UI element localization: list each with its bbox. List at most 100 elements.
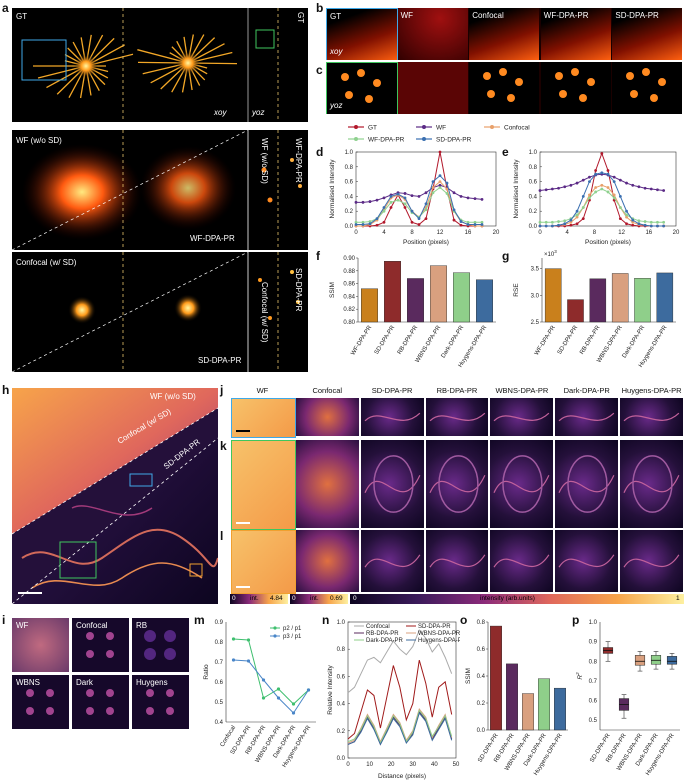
i-dot	[26, 707, 34, 715]
y-axis-label: Relative Intensity	[327, 665, 334, 715]
panel-label-c: c	[316, 63, 323, 77]
point	[382, 206, 386, 209]
bar-sd-dpa-pr	[567, 299, 584, 323]
c-dot	[626, 72, 635, 80]
l-tile	[555, 530, 619, 592]
y-tick: 1.0	[345, 150, 354, 156]
i-dot	[144, 648, 156, 660]
j-row	[230, 398, 684, 438]
point	[637, 222, 641, 226]
l-tile	[490, 530, 554, 592]
chart-d: 0.0 0.2 0.4 0.6 0.8 1.0 0 4 8 12 16 20 Position (pix…	[329, 150, 500, 246]
b-tile-header: WF	[400, 11, 414, 20]
k-row	[230, 440, 684, 530]
j-header: Dark-DPA-PR	[563, 386, 610, 395]
i-dot	[86, 689, 94, 697]
y-tick: 0.0	[337, 756, 346, 762]
legend-item-gt: GT	[368, 125, 377, 132]
i-dot	[106, 650, 114, 658]
c-dot	[487, 90, 496, 98]
j-tile	[360, 398, 424, 436]
y-tick: 0.0	[529, 224, 538, 230]
x-category: Dark-DPA-PR	[441, 324, 466, 359]
y-tick: 0.8	[345, 165, 354, 171]
h-render	[12, 388, 218, 604]
structure-curve	[364, 412, 420, 422]
point	[246, 638, 251, 642]
point	[445, 181, 449, 185]
point	[563, 222, 567, 226]
point	[354, 220, 358, 224]
legend-marker	[354, 137, 358, 141]
panel-label-o: o	[460, 613, 468, 627]
point	[375, 198, 379, 202]
panel-label-n: n	[322, 613, 330, 627]
point	[306, 688, 311, 692]
y-tick: 0.5	[589, 718, 598, 724]
x-tick: 8	[593, 230, 597, 236]
label-sd-dpa-pr: SD-DPA-PR	[198, 356, 242, 365]
tile-structure	[429, 554, 485, 568]
panel-h-image: WF (w/o SD) Confocal (w/ SD) SD-DPA-PR	[12, 388, 218, 604]
panel-label-k: k	[220, 439, 227, 453]
series-rb-dpa-pr	[347, 710, 453, 746]
y-tick: 0.84	[343, 294, 355, 300]
x-tick: 0	[538, 230, 542, 236]
b-tile: Confocal	[469, 8, 540, 60]
bar-huygens-dpa-pr	[656, 272, 674, 323]
c-dot	[578, 94, 587, 102]
c-dot	[586, 78, 595, 86]
point	[452, 218, 456, 222]
chart-e: 0.0 0.2 0.4 0.6 0.8 1.0 0 4 8 12 16 20 Position (pix…	[513, 150, 680, 246]
x-category: SD-DPA-PR	[374, 324, 397, 355]
point	[431, 186, 435, 189]
point	[445, 187, 449, 191]
point	[368, 220, 372, 223]
i-tile: Huygens	[132, 675, 189, 729]
c-dot	[345, 91, 353, 99]
point	[473, 220, 477, 224]
i-dot	[86, 632, 94, 640]
point	[631, 218, 635, 222]
j-tile	[425, 398, 489, 436]
y-tick: 0.6	[337, 674, 346, 680]
x-category: RB-DPA-PR	[397, 324, 420, 355]
label-sd-side: SD-DPA-PR	[294, 268, 303, 312]
box-huygens-dpa-pr	[666, 656, 678, 665]
b-tile-header: SD-DPA-PR	[615, 11, 659, 20]
structure-curve	[493, 554, 550, 568]
chart-p: 0.50.60.70.80.91.0SD-DPA-PRRB-DPA-PRWBNS…	[575, 620, 680, 777]
panel-label-e: e	[502, 145, 509, 159]
axis-exponent-power: 3	[554, 250, 557, 254]
panel-label-l: l	[220, 529, 224, 543]
chart-o: 0.00.20.40.60.8SD-DPA-PRRB-DPA-PRWBNS-DP…	[465, 620, 568, 777]
k-tile	[231, 440, 296, 530]
point	[396, 198, 400, 202]
y-tick: 0.4	[345, 194, 354, 200]
point	[557, 220, 560, 223]
gt-xoy-render	[21, 8, 279, 122]
series-confocal	[540, 184, 664, 227]
point	[417, 195, 421, 198]
point	[656, 220, 659, 224]
structure-curve	[623, 412, 680, 422]
series-line	[233, 659, 309, 714]
panel-b-row: GT xoy WF Confocal WF-DPA-PR SD-DPA-PR	[326, 8, 682, 60]
panel-label-a: a	[2, 1, 9, 15]
point	[575, 181, 579, 185]
series-huygens-dpa-pr	[347, 712, 453, 746]
point	[606, 190, 610, 194]
point	[588, 196, 591, 200]
y-axis-label: Normalised Intensity	[513, 159, 520, 219]
point	[375, 217, 379, 220]
tile-structure	[558, 554, 615, 568]
point	[588, 175, 591, 179]
x-tick: 12	[618, 230, 625, 236]
point	[588, 193, 591, 197]
structure-curve	[558, 554, 615, 568]
point	[459, 223, 463, 227]
i-tile-label: Dark	[76, 678, 93, 687]
point	[606, 169, 610, 172]
y-tick: 0.8	[529, 165, 538, 171]
j-tile	[231, 398, 296, 438]
